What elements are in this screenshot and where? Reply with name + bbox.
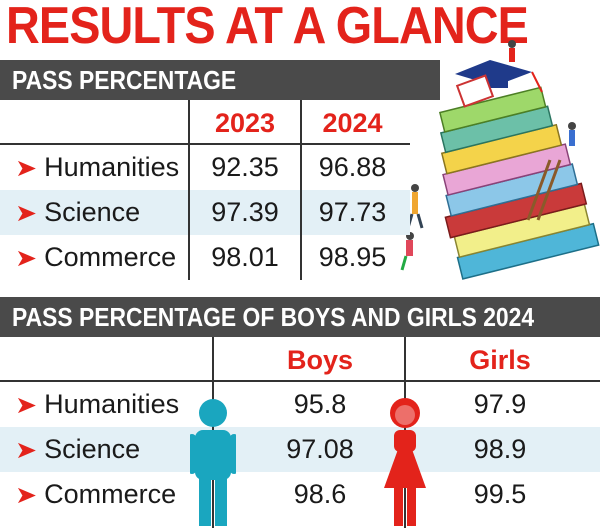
row-label-text: Commerce <box>44 479 177 509</box>
column-header-girls: Girls <box>469 345 531 375</box>
page-title: RESULTS AT A GLANCE <box>6 0 529 55</box>
column-header-boys: Boys <box>286 345 354 375</box>
row-label-text: Humanities <box>44 152 180 182</box>
section-heading-text: PASS PERCENTAGE OF BOYS AND GIRLS 2024 <box>12 302 535 332</box>
row-label-text: Humanities <box>44 389 180 419</box>
cell-value: 97.73 <box>318 197 387 227</box>
arrow-bullet-icon: ➤ <box>14 245 38 272</box>
cell-value: 98.95 <box>318 242 387 272</box>
section-heading-boys-girls: PASS PERCENTAGE OF BOYS AND GIRLS 2024 <box>0 297 600 337</box>
cell-value: 97.39 <box>211 197 279 227</box>
cell-value: 98.9 <box>473 434 527 464</box>
row-label-humanities: ➤ Humanities <box>14 382 180 427</box>
boy-figure-icon <box>190 399 236 526</box>
column-divider <box>300 100 302 280</box>
cell-value: 96.88 <box>318 152 387 182</box>
row-label-text: Science <box>44 197 141 227</box>
books-stack-illustration <box>400 40 600 280</box>
row-label-science: ➤ Science <box>14 190 141 235</box>
girl-figure-icon <box>384 398 426 526</box>
row-label-commerce: ➤ Commerce <box>14 235 177 280</box>
cell-value: 98.6 <box>293 479 347 509</box>
row-label-humanities: ➤ Humanities <box>14 145 180 190</box>
arrow-bullet-icon: ➤ <box>14 155 38 182</box>
section-heading-text: PASS PERCENTAGE <box>12 65 237 95</box>
row-label-text: Commerce <box>44 242 177 272</box>
table-row <box>0 427 600 472</box>
cell-value: 98.01 <box>211 242 279 272</box>
column-divider <box>188 100 190 280</box>
cell-value: 95.8 <box>293 389 347 419</box>
table-divider <box>0 380 600 382</box>
column-header-2023: 2023 <box>214 108 276 138</box>
arrow-bullet-icon: ➤ <box>14 437 38 464</box>
table-divider <box>0 143 410 145</box>
row-label-science: ➤ Science <box>14 427 141 472</box>
row-label-commerce: ➤ Commerce <box>14 472 177 517</box>
row-label-text: Science <box>44 434 141 464</box>
table-row <box>0 190 410 235</box>
cell-value: 92.35 <box>211 152 279 182</box>
cell-value: 97.9 <box>473 389 527 419</box>
cell-value: 99.5 <box>473 479 527 509</box>
column-header-2024: 2024 <box>322 108 383 138</box>
arrow-bullet-icon: ➤ <box>14 200 38 227</box>
arrow-bullet-icon: ➤ <box>14 482 38 509</box>
section-heading-pass-percentage: PASS PERCENTAGE <box>0 60 440 100</box>
arrow-bullet-icon: ➤ <box>14 392 38 419</box>
cell-value: 97.08 <box>286 434 354 464</box>
